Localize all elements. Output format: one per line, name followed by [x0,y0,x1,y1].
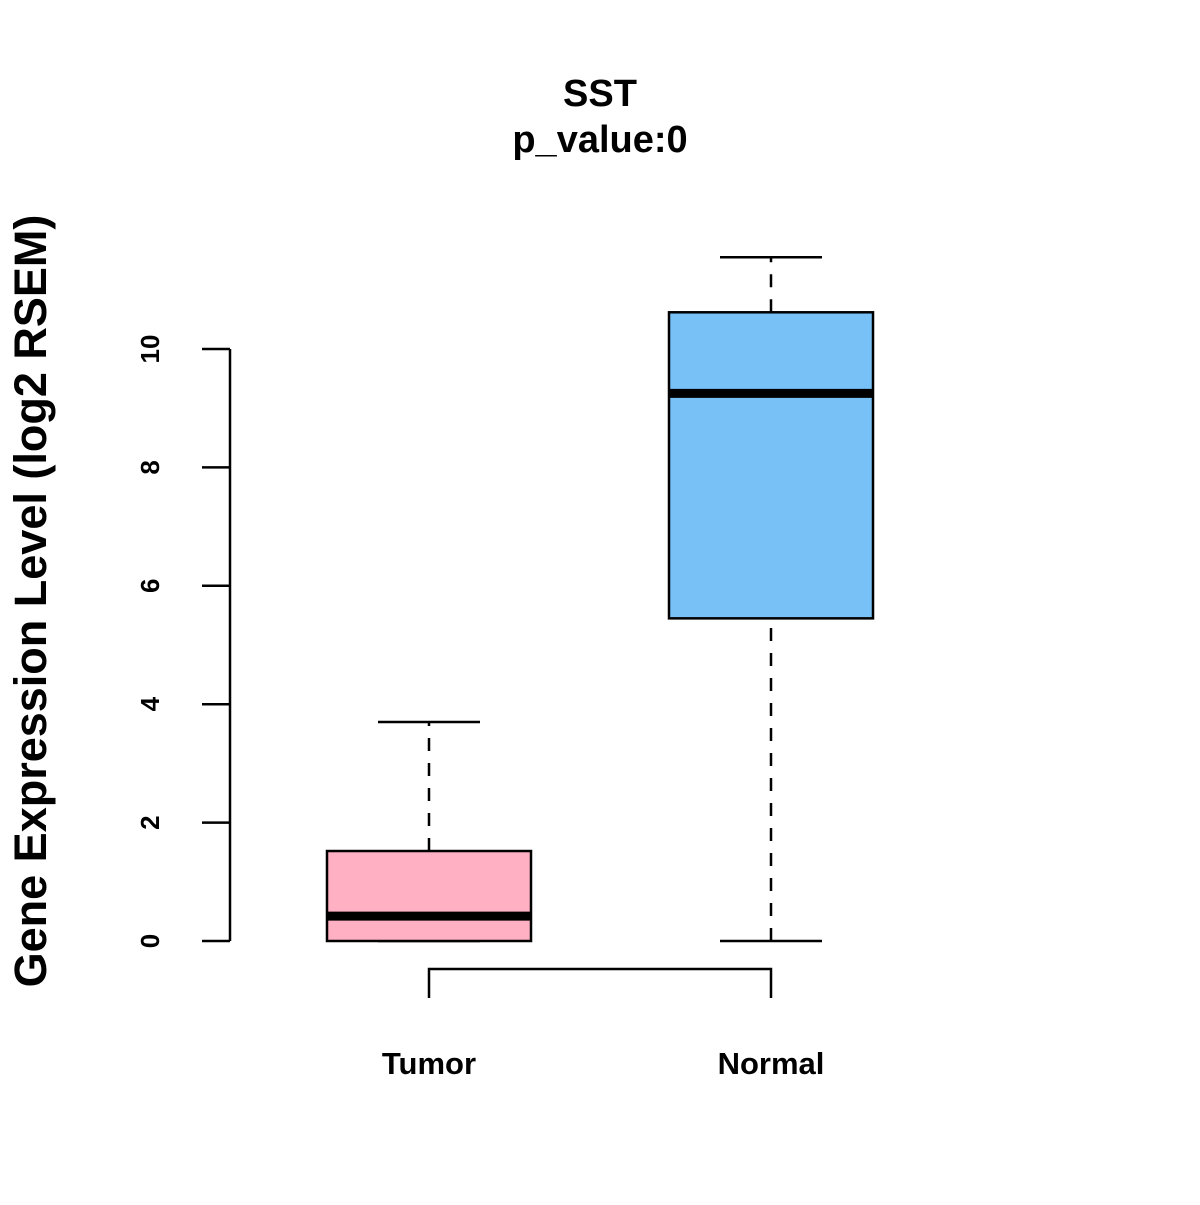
y-tick-label: 4 [135,696,165,711]
box-normal [667,255,875,943]
y-axis-label: Gene Expression Level (log2 RSEM) [5,215,56,988]
y-axis: 0 2 4 6 8 10 [135,335,232,948]
y-tick-label: 6 [135,579,165,593]
boxes-group [325,255,875,943]
box-body [667,311,875,620]
y-tick-label: 8 [135,460,165,474]
box-tumor [325,720,533,943]
x-axis-labels: Tumor Normal [382,1046,824,1081]
y-tick-label: 2 [135,815,165,829]
x-category-label: Tumor [382,1046,476,1081]
chart-title: SST [563,73,637,115]
comparison-bracket [427,967,773,998]
chart-subtitle: p_value:0 [512,119,687,161]
y-tick-label: 10 [135,335,165,364]
y-tick-label: 0 [135,934,165,948]
comparison-bracket-group [427,967,773,998]
box-body [325,849,533,943]
x-category-label: Normal [718,1046,825,1081]
